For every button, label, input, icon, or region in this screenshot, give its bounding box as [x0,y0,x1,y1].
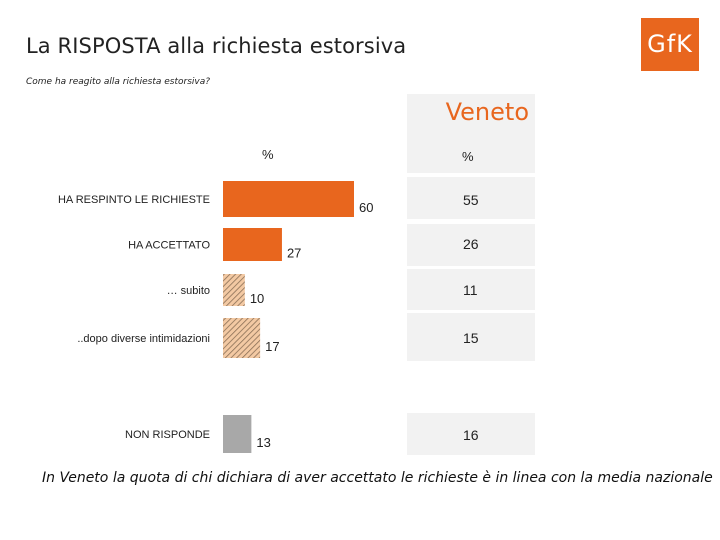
gfk-logo-text: GfK [647,30,693,58]
footer-note: In Veneto la quota di chi dichiara di av… [42,470,713,486]
bar-4 [223,415,252,453]
veneto-value-2: 11 [463,282,478,298]
veneto-value-3: 15 [463,330,479,346]
bar-value-label-4: 13 [256,435,270,450]
bar-2 [223,274,245,306]
veneto-cell-3 [407,313,535,361]
veneto-cell-1 [407,224,535,266]
bar-value-label-2: 10 [250,291,264,306]
category-label-3: ..dopo diverse intimidazioni [77,333,210,345]
bar-value-label-1: 27 [287,246,301,261]
veneto-title: Veneto [445,98,529,126]
national-unit-label: % [262,147,274,162]
bar-3 [223,318,261,358]
bar-value-label-0: 60 [359,200,373,215]
bar-0 [223,181,354,217]
veneto-value-0: 55 [463,192,479,208]
veneto-header-panel: Veneto [407,94,535,137]
question-subtitle: Come ha reagito alla richiesta estorsiva… [26,77,211,87]
gfk-logo: GfK [641,18,699,71]
category-label-1: HA ACCETTATO [128,240,210,252]
bar-1 [223,228,282,261]
veneto-cell-2 [407,269,535,310]
veneto-value-1: 26 [463,236,479,252]
veneto-unit-cell [407,137,535,173]
veneto-cell-4 [407,413,535,455]
category-label-4: NON RISPONDE [125,429,210,441]
veneto-value-4: 16 [463,427,479,443]
veneto-unit-label: % [462,149,474,164]
veneto-cell-0 [407,177,535,219]
category-label-2: … subito [167,285,210,297]
bars-layer: 60 HA RESPINTO LE RICHIESTE 27 HA ACCETTATO… [58,181,373,453]
bar-value-label-3: 17 [265,339,279,354]
category-label-0: HA RESPINTO LE RICHIESTE [58,194,210,206]
page-title: La RISPOSTA alla richiesta estorsiva [26,34,407,58]
